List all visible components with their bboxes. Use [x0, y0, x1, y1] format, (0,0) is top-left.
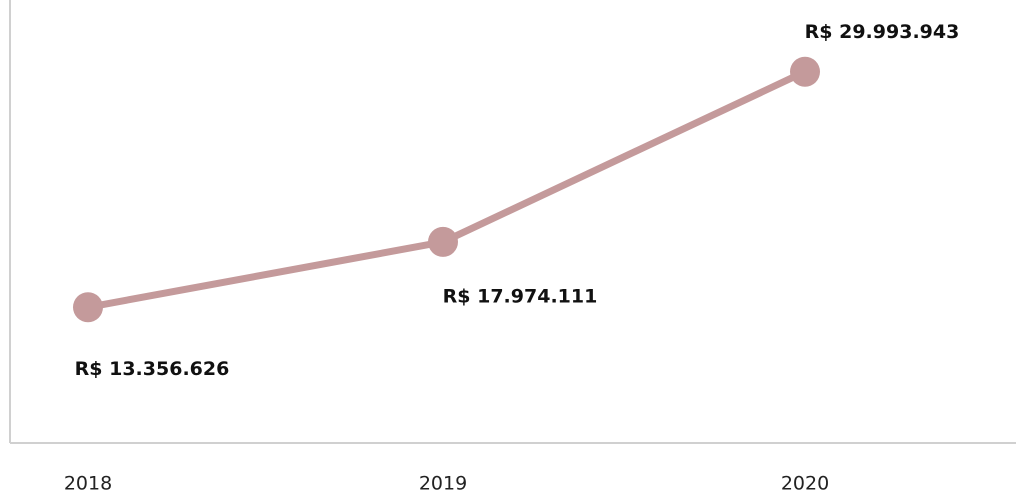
value-label: R$ 13.356.626 — [75, 358, 230, 380]
value-label: R$ 29.993.943 — [805, 21, 960, 43]
x-tick-label: 2019 — [419, 473, 467, 495]
series-line — [87, 68, 807, 311]
point — [428, 226, 458, 257]
x-tick-label: 2020 — [781, 473, 829, 495]
x-tick-label: 2018 — [64, 473, 112, 495]
value-label: R$ 17.974.111 — [443, 285, 598, 307]
point — [790, 56, 820, 87]
point — [73, 292, 103, 323]
